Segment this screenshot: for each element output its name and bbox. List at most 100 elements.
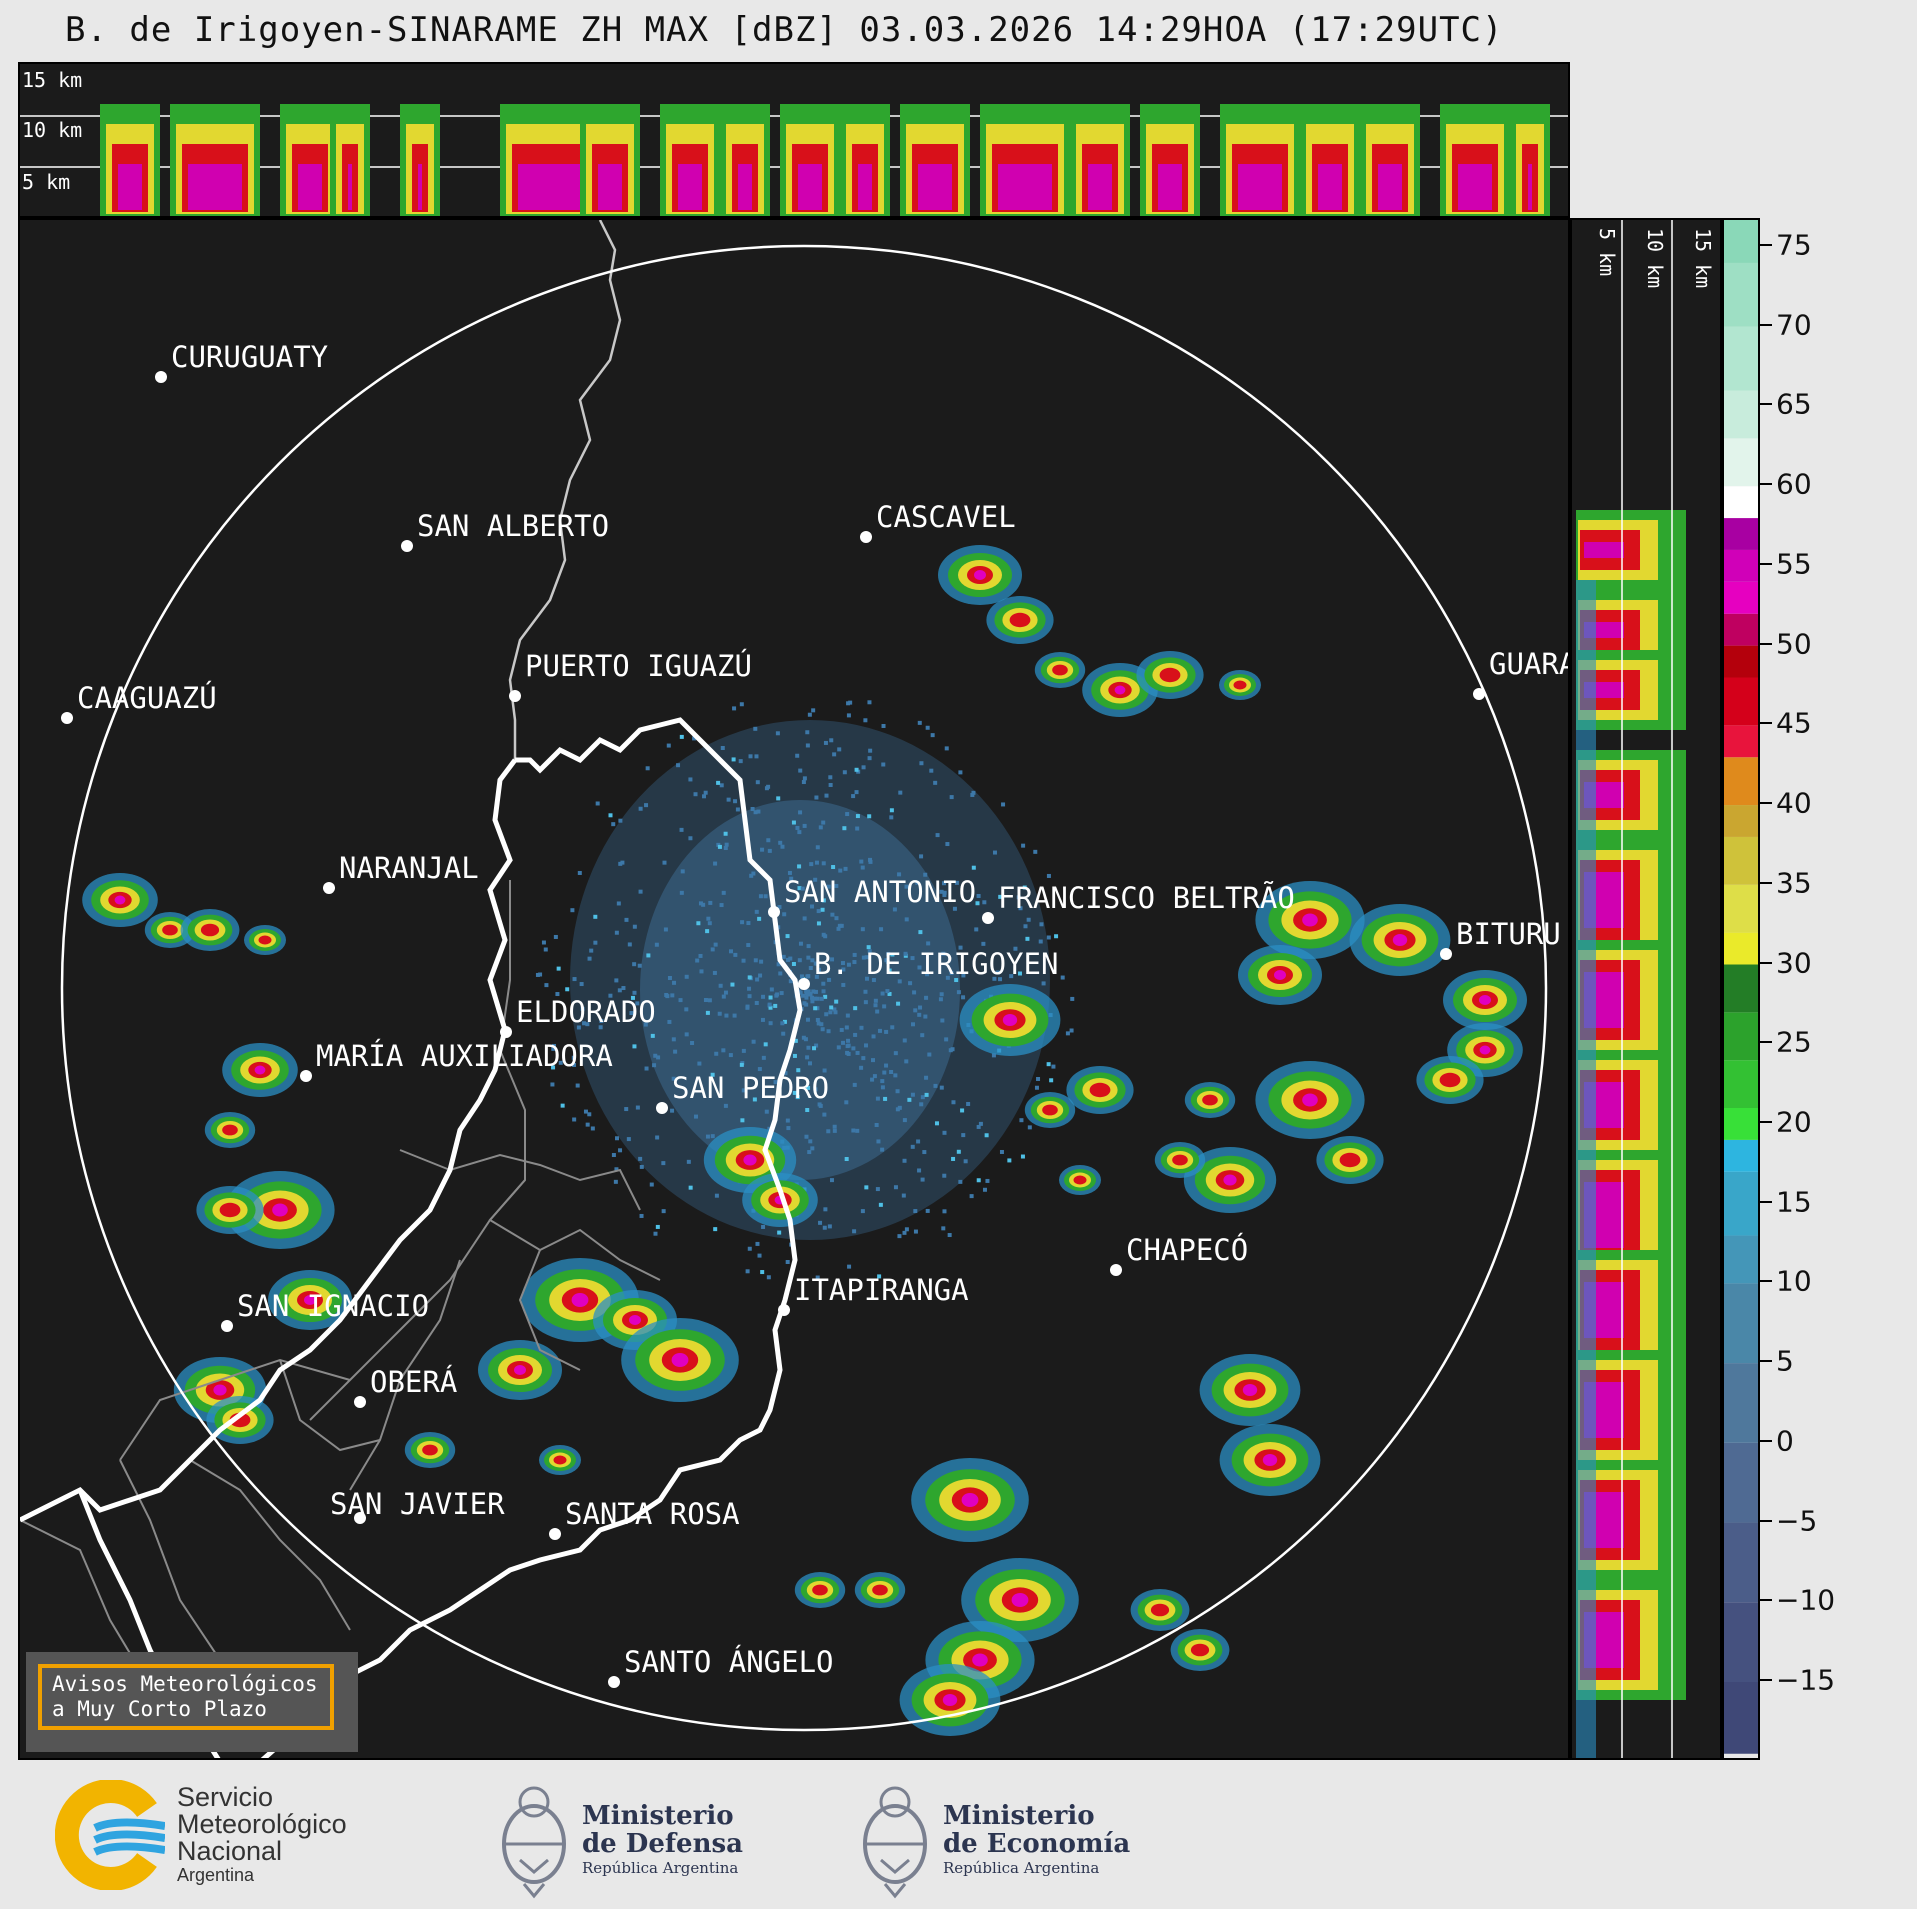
clutter-speckle xyxy=(976,893,981,898)
city-marker[interactable]: BITURU xyxy=(1440,917,1561,960)
city-marker[interactable]: CAAGUAZÚ xyxy=(61,681,217,724)
city-marker[interactable]: GUARA xyxy=(1473,647,1570,700)
city-marker[interactable]: SANTA ROSA xyxy=(549,1497,740,1540)
clutter-speckle xyxy=(731,757,736,762)
city-marker[interactable]: SAN PEDRO xyxy=(656,1071,829,1114)
clutter-speckle xyxy=(893,1185,898,1190)
top-height-label-10: 10 km xyxy=(22,118,83,142)
warning-box-frame[interactable]: Avisos Meteorológicos a Muy Corto Plazo xyxy=(38,1664,334,1730)
clutter-speckle xyxy=(761,994,766,999)
profile-echo-column xyxy=(1070,104,1130,216)
clutter-speckle xyxy=(645,766,650,771)
clutter-speckle xyxy=(1020,1154,1025,1159)
clutter-speckle xyxy=(920,1177,925,1182)
clutter-speckle xyxy=(925,1208,930,1213)
clutter-speckle xyxy=(782,1019,787,1024)
clutter-speckle xyxy=(802,916,807,921)
clutter-speckle xyxy=(756,809,761,814)
clutter-speckle xyxy=(814,1043,819,1048)
clutter-speckle xyxy=(836,926,841,931)
clutter-speckle xyxy=(897,872,902,877)
dbz-colorbar xyxy=(1722,215,1760,1760)
clutter-speckle xyxy=(818,1103,823,1108)
city-marker[interactable]: CHAPECÓ xyxy=(1110,1233,1248,1276)
clutter-speckle xyxy=(814,860,819,865)
clutter-speckle xyxy=(556,966,561,971)
city-marker[interactable]: MARÍA AUXILIADORA xyxy=(300,1039,613,1082)
city-marker[interactable]: CASCAVEL xyxy=(860,500,1016,543)
clutter-speckle xyxy=(846,962,851,967)
city-marker[interactable]: SAN ALBERTO xyxy=(401,509,609,552)
clutter-speckle xyxy=(1041,981,1046,986)
clutter-speckle xyxy=(920,1095,925,1100)
clutter-speckle xyxy=(806,974,811,979)
defensa-logo[interactable]: Ministerio de Defensa República Argentin… xyxy=(494,1772,754,1902)
city-marker[interactable]: SAN ANTONIO xyxy=(768,875,976,918)
city-marker[interactable]: SANTO ÁNGELO xyxy=(608,1645,834,1688)
clutter-speckle xyxy=(608,813,613,818)
clutter-speckle xyxy=(815,1006,820,1011)
city-marker[interactable]: ITAPIRANGA xyxy=(778,1273,969,1316)
clutter-speckle xyxy=(829,738,834,743)
clutter-speckle xyxy=(821,981,826,986)
city-marker[interactable]: NARANJAL xyxy=(323,851,479,894)
clutter-speckle xyxy=(871,978,876,983)
clutter-speckle xyxy=(998,894,1003,899)
city-marker[interactable]: FRANCISCO BELTRÃO xyxy=(982,881,1295,924)
clutter-speckle xyxy=(788,956,793,961)
city-marker[interactable]: PUERTO IGUAZÚ xyxy=(509,649,752,702)
storm-cell xyxy=(478,1340,562,1400)
city-marker[interactable]: CURUGUATY xyxy=(155,340,328,383)
clutter-speckle xyxy=(851,794,856,799)
city-marker[interactable]: OBERÁ xyxy=(354,1365,457,1408)
clutter-speckle xyxy=(867,949,872,954)
clutter-speckle xyxy=(915,880,920,885)
clutter-speckle xyxy=(587,1112,592,1117)
city-marker[interactable]: B. DE IRIGOYEN xyxy=(798,947,1058,990)
clutter-speckle xyxy=(769,987,774,992)
clutter-speckle xyxy=(827,977,832,982)
smn-line-1: Servicio xyxy=(177,1782,274,1812)
storm-cell xyxy=(742,1173,818,1227)
clutter-speckle xyxy=(637,963,642,968)
clutter-speckle xyxy=(876,1139,881,1144)
clutter-speckle xyxy=(898,790,903,795)
clutter-speckle xyxy=(814,795,819,800)
clutter-speckle xyxy=(855,814,860,819)
clutter-speckle xyxy=(728,1053,733,1058)
clutter-speckle xyxy=(766,838,771,843)
clutter-speckle xyxy=(842,826,847,831)
clutter-speckle xyxy=(820,907,825,912)
clutter-speckle xyxy=(676,763,681,768)
colorbar-band xyxy=(1724,1235,1758,1284)
clutter-speckle xyxy=(926,941,931,946)
clutter-speckle xyxy=(852,960,857,965)
city-label: SAN ANTONIO xyxy=(784,875,976,909)
city-label: CHAPECÓ xyxy=(1126,1233,1248,1267)
clutter-speckle xyxy=(821,820,826,825)
city-dot-icon xyxy=(549,1528,561,1540)
clutter-speckle xyxy=(818,1220,823,1225)
colorbar-tick-label: 5 xyxy=(1776,1344,1794,1378)
smn-logo[interactable]: Servicio Meteorológico Nacional Argentin… xyxy=(55,1780,395,1890)
clutter-speckle xyxy=(713,1227,718,1232)
clutter-speckle xyxy=(935,833,940,838)
economia-logo[interactable]: Ministerio de Economía República Argenti… xyxy=(855,1772,1135,1902)
clutter-speckle xyxy=(723,831,728,836)
colorbar-band xyxy=(1724,581,1758,614)
clutter-speckle xyxy=(626,1137,631,1142)
city-marker[interactable]: ELDORADO xyxy=(500,995,656,1038)
colorbar-band xyxy=(1724,1522,1758,1603)
city-marker[interactable]: SAN JAVIER xyxy=(330,1487,505,1524)
storm-cell xyxy=(82,873,158,927)
city-marker[interactable]: SAN IGNACIO xyxy=(221,1289,429,1332)
clutter-speckle xyxy=(553,934,558,939)
clutter-speckle xyxy=(795,753,800,758)
clutter-speckle xyxy=(688,836,693,841)
clutter-speckle xyxy=(844,1025,849,1030)
clutter-speckle xyxy=(806,1085,811,1090)
colorbar-band xyxy=(1724,677,1758,726)
clutter-speckle xyxy=(806,989,811,994)
city-dot-icon xyxy=(155,371,167,383)
clutter-speckle xyxy=(805,992,810,997)
